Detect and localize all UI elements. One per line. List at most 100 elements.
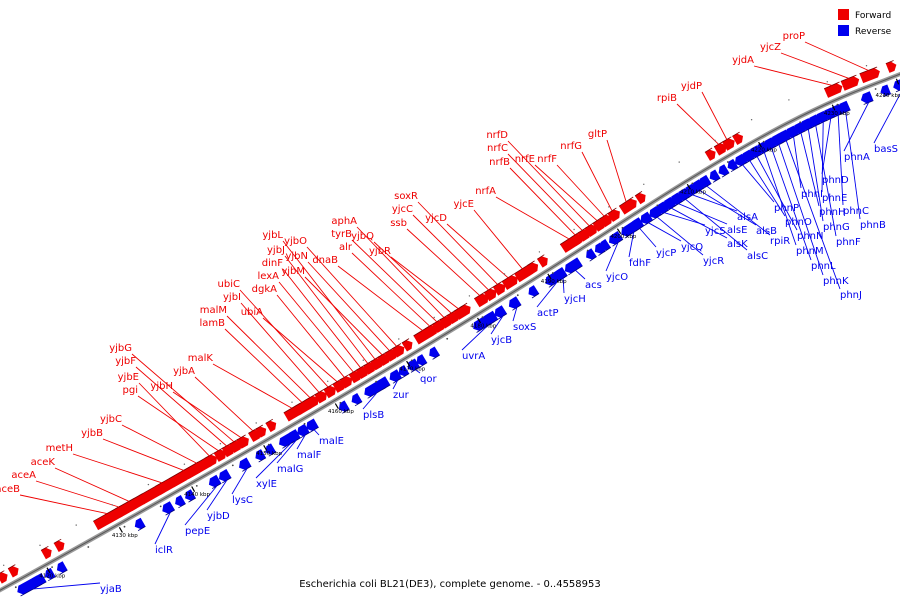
label-leader-line [154, 512, 171, 545]
minor-tick [836, 103, 839, 106]
forward-gene-block [384, 349, 398, 362]
gene-block-shadow [222, 477, 232, 484]
axis-tick [686, 183, 691, 190]
reverse-gene-block [44, 567, 56, 580]
forward-gene-block [824, 83, 843, 98]
minor-tick [691, 182, 694, 185]
gene-label-yjbQ: yjbQ [351, 231, 374, 242]
gene-block-shadow [732, 131, 740, 137]
minor-tick [339, 401, 342, 404]
label-leader-line [392, 380, 398, 390]
forward-gene-block [537, 256, 548, 268]
label-leader-line [138, 382, 210, 457]
minor-tick [551, 272, 554, 274]
label-leader-line [843, 102, 870, 152]
gene-block-shadow [492, 281, 503, 288]
gene-label-xylE: xylE [256, 479, 277, 490]
tick-label: 4180 kbp [470, 323, 496, 329]
forward-gene-block [704, 149, 716, 161]
axis-tick [46, 567, 51, 574]
label-leader-line [313, 429, 320, 436]
label-leader-line [793, 136, 802, 189]
label-leader-line [206, 480, 228, 511]
label-leader-line [706, 185, 771, 236]
gene-label-yjcP: yjcP [656, 248, 676, 259]
gene-label-yjcS: yjcS [705, 226, 726, 237]
gene-block-shadow [497, 313, 508, 320]
reverse-gene-block [162, 501, 175, 514]
forward-gene-block [0, 572, 8, 584]
gene-label-soxR: soxR [394, 191, 418, 202]
forward-gene-block [885, 61, 897, 73]
label-leader-line [507, 153, 583, 231]
gene-label-phnK: phnK [823, 276, 849, 287]
gene-label-nrfD: nrfD [486, 130, 508, 141]
legend-reverse-swatch [838, 25, 849, 36]
reverse-gene-block [586, 248, 597, 260]
forward-gene-block [484, 288, 497, 302]
label-leader-line [490, 316, 503, 335]
label-leader-line [873, 93, 900, 144]
tick-label: 4120 kbp [39, 573, 65, 579]
reverse-gene-block [306, 418, 319, 431]
gene-block-shadow [339, 374, 350, 381]
label-leader-line [763, 152, 797, 246]
tick-label: 4160 kbp [328, 409, 354, 415]
reverse-gene-block [718, 164, 730, 176]
reverse-gene-block [508, 296, 522, 309]
gene-label-yjcC: yjcC [392, 204, 413, 215]
reverse-gene-block [429, 346, 440, 358]
forward-gene-block [304, 395, 319, 410]
gene-block-shadow [236, 434, 246, 441]
gene-label-nrfG: nrfG [560, 141, 582, 152]
label-leader-line [194, 376, 254, 432]
gene-label-yjcH: yjcH [564, 294, 586, 305]
gene-label-yjbO: yjbO [284, 236, 307, 247]
label-leader-line [226, 315, 311, 398]
label-leader-line [356, 226, 445, 318]
gene-block-shadow [704, 147, 713, 153]
minor-tick [219, 443, 222, 445]
reverse-gene-block [288, 429, 301, 442]
reverse-gene-block [416, 354, 428, 366]
reverse-gene-block [691, 179, 705, 192]
reverse-gene-block [265, 443, 276, 455]
gene-block-shadow [0, 570, 5, 574]
forward-gene-block [840, 76, 860, 91]
legend: Forward Reverse [838, 9, 892, 37]
label-leader-line [581, 151, 613, 212]
gene-label-phnG: phnG [823, 222, 850, 233]
gene-block-shadow [612, 238, 624, 247]
label-leader-line [562, 278, 565, 294]
reverse-gene-block [239, 457, 252, 470]
gene-label-gltP: gltP [588, 129, 607, 140]
gene-label-tyrB: tyrB [331, 229, 352, 240]
gene-block-shadow [531, 293, 540, 299]
label-leader-line [262, 317, 338, 382]
gene-block-shadow [882, 93, 892, 98]
label-leader-line [304, 276, 383, 356]
reverse-gene-block [528, 285, 540, 297]
label-leader-line [807, 129, 824, 222]
minor-tick [327, 380, 329, 382]
minor-tick [362, 359, 364, 361]
reverse-gene-block [838, 100, 851, 113]
forward-gene-block [392, 345, 405, 358]
gene-label-rpiB: rpiB [657, 93, 677, 104]
minor-tick [291, 401, 293, 403]
gene-block-shadow [589, 256, 597, 262]
minor-tick [3, 564, 5, 566]
tick-label: 4140 kbp [184, 492, 210, 498]
genome-axis-layer [0, 71, 900, 593]
gene-label-yjbR: yjbR [369, 246, 391, 257]
minor-tick [75, 524, 77, 526]
forward-gene-block [183, 457, 213, 480]
gene-block-shadow [248, 427, 258, 434]
tick-label: 4240 kbp [876, 93, 900, 99]
reverse-gene-block [631, 217, 645, 230]
label-leader-line [282, 268, 361, 368]
label-leader-line [509, 167, 576, 236]
gene-label-yjbB: yjbB [81, 428, 103, 439]
label-leader-line [692, 194, 738, 212]
